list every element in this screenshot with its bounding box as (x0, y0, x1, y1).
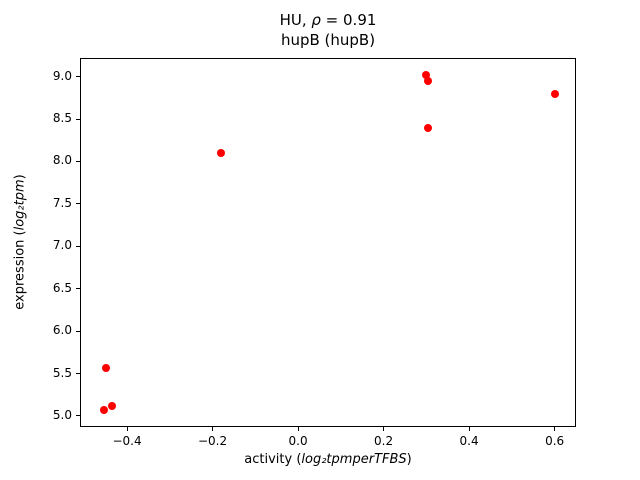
x-axis-tick-label: 0.6 (545, 434, 565, 448)
y-axis-tick-label: 5.0 (52, 407, 72, 422)
data-point (217, 149, 226, 157)
y-axis-tick-label: 5.5 (52, 365, 72, 380)
x-axis-tick (383, 427, 385, 431)
x-axis-tick (554, 427, 556, 431)
y-axis-tick-label: 8.5 (52, 111, 72, 126)
chart-title-line1: HU, ρ = 0.91 (80, 10, 576, 30)
x-axis-tick-label: −0.4 (112, 434, 142, 448)
data-point (424, 76, 433, 85)
x-axis-tick (297, 427, 299, 431)
y-axis-label-prefix: expression ( (12, 230, 28, 310)
x-axis-tick-label: 0.2 (374, 434, 394, 448)
y-axis-tick-label: 7.0 (52, 238, 72, 253)
y-axis-tick (76, 76, 80, 78)
x-axis-tick-label: −0.2 (197, 434, 228, 448)
x-axis-label-suffix: ) (406, 452, 412, 467)
chart-title-line2: hupB (hupB) (280, 31, 376, 49)
chart-title-rho-symbol: ρ (311, 11, 321, 29)
data-point (422, 70, 431, 79)
chart-title-line1-prefix: HU, (279, 11, 312, 29)
y-axis-tick-label: 7.5 (52, 195, 72, 210)
y-axis-label: expression (log₂tpm) (13, 174, 28, 309)
y-axis-tick-label: 8.0 (52, 153, 72, 168)
y-axis-tick (76, 415, 80, 417)
y-axis-tick (76, 203, 80, 205)
plot-area (80, 58, 576, 427)
x-axis-label: activity (log₂tpmperTFBS) (80, 452, 576, 467)
chart-title-line1-suffix: = 0.91 (320, 11, 377, 29)
x-axis-tick (468, 427, 470, 431)
y-axis-label-suffix: ) (12, 174, 28, 180)
data-point (101, 363, 110, 372)
y-axis-tick (76, 118, 80, 120)
x-axis-label-math: log₂tpmperTFBS (301, 452, 407, 467)
data-point (99, 406, 108, 415)
x-axis-label-prefix: activity ( (244, 452, 302, 467)
chart-title: HU, ρ = 0.91 hupB (hupB) (80, 10, 576, 50)
y-axis-tick-label: 9.0 (52, 68, 72, 83)
y-axis-tick-label: 6.5 (52, 280, 72, 295)
data-point (108, 401, 117, 410)
y-axis-tick (76, 160, 80, 162)
x-axis-tick-label: 0.0 (288, 434, 308, 448)
data-point (550, 89, 559, 98)
x-axis-tick (212, 427, 214, 431)
x-axis-tick (126, 427, 128, 431)
y-axis-label-math: log₂tpm (12, 179, 28, 231)
y-axis-tick (76, 288, 80, 290)
y-axis-tick (76, 373, 80, 375)
y-axis-tick-label: 6.0 (52, 323, 72, 338)
x-axis-tick-label: 0.4 (459, 434, 479, 448)
data-point (424, 123, 433, 132)
y-axis-tick (76, 330, 80, 332)
y-axis-tick (76, 245, 80, 247)
